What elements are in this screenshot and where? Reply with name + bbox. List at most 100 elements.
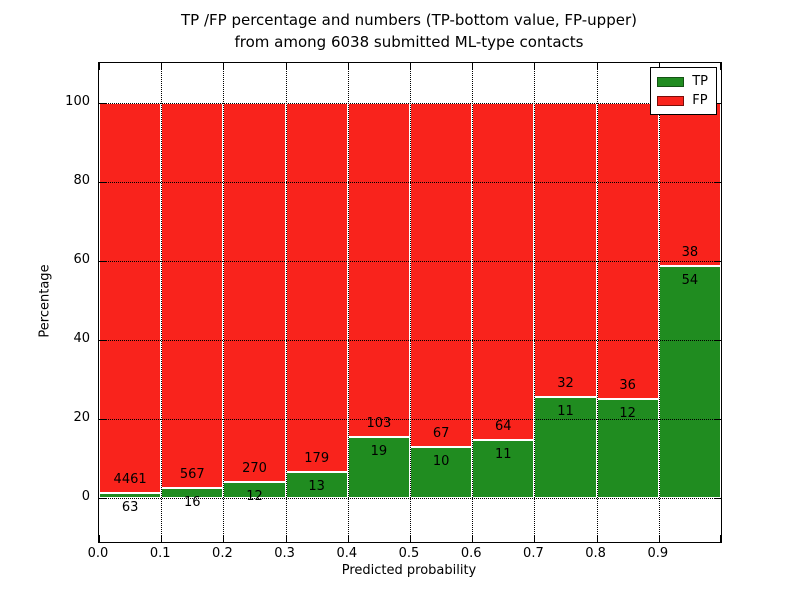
bar-segment-tp	[472, 440, 535, 499]
fp-count-label: 270	[242, 460, 267, 476]
fp-count-label: 179	[304, 450, 330, 466]
x-tick-mark	[472, 535, 474, 542]
bar-labels-layer: 4461 63 567 16 270 12 179 13 103 19 67 10 64 11 32 11 36…	[99, 63, 721, 542]
y-tick-mark	[99, 419, 106, 421]
y-tick-label: 0	[81, 489, 90, 505]
x-tick-mark	[658, 535, 660, 542]
bar-segment-fp	[534, 102, 597, 398]
legend-label-tp: TP	[692, 74, 708, 89]
v-gridline	[223, 63, 225, 542]
tp-count-label: 11	[557, 404, 574, 420]
v-gridline	[596, 63, 598, 542]
x-tick-mark	[534, 63, 536, 70]
tp-count-label: 54	[681, 273, 699, 289]
bar-segment-tp	[285, 471, 348, 499]
tp-count-label: 11	[495, 447, 512, 463]
x-tick-mark	[347, 535, 349, 542]
y-tick-mark	[714, 260, 721, 262]
y-tick-mark	[99, 102, 106, 104]
v-gridline	[534, 63, 536, 542]
x-tick-mark	[472, 63, 474, 70]
bar-segment-fp	[99, 102, 162, 493]
fp-count-label: 36	[619, 378, 636, 394]
bar-segment-tp	[658, 266, 721, 499]
tp-count-label: 12	[619, 406, 636, 422]
y-tick-label: 60	[73, 251, 90, 267]
bar-segment-tp	[347, 436, 410, 499]
fp-count-label: 567	[179, 466, 205, 482]
v-gridline	[410, 63, 411, 542]
bar-segment-tp	[99, 492, 162, 499]
ticks-layer	[99, 63, 721, 542]
x-tick-mark	[161, 63, 163, 70]
bar-segment-tp	[596, 399, 659, 499]
y-axis-label: Percentage	[37, 264, 53, 338]
x-tick-label: 0.6	[460, 546, 482, 561]
v-gridline	[161, 63, 163, 542]
legend-entry-tp: TP	[657, 72, 708, 91]
bar-segment-tp	[534, 397, 597, 499]
x-tick-mark	[99, 535, 100, 542]
fp-count-label: 64	[495, 419, 512, 435]
x-tick-label: 0.1	[149, 546, 171, 561]
v-gridline	[472, 63, 474, 542]
x-tick-mark	[347, 63, 349, 70]
bar-segment-fp	[285, 102, 348, 472]
y-tick-mark	[99, 181, 106, 183]
tp-count-label: 19	[370, 443, 388, 459]
legend-entry-fp: FP	[657, 91, 708, 110]
tp-count-label: 13	[308, 478, 325, 494]
tp-count-label: 10	[432, 454, 450, 470]
x-tick-mark	[285, 63, 287, 70]
v-gridline	[285, 63, 287, 542]
fp-count-label: 67	[432, 426, 450, 442]
y-tick-mark	[99, 260, 106, 262]
plot-area: 4461 63 567 16 270 12 179 13 103 19 67 10 64 11 32 11 36…	[98, 62, 722, 543]
y-tick-mark	[99, 340, 106, 342]
x-tick-label: 0.0	[87, 546, 109, 561]
fp-count-label: 103	[366, 415, 392, 431]
legend-swatch-tp-icon	[657, 76, 685, 87]
x-tick-mark	[223, 63, 225, 70]
x-tick-mark	[161, 535, 163, 542]
chart-title-line2: from among 6038 submitted ML-type contac…	[234, 33, 584, 51]
tp-count-label: 12	[246, 488, 263, 504]
y-tick-mark	[714, 419, 721, 421]
x-tick-mark	[720, 63, 721, 70]
x-tick-label: 0.3	[274, 546, 295, 561]
chart-title-line1: TP /FP percentage and numbers (TP-bottom…	[181, 11, 637, 29]
fp-count-label: 32	[557, 376, 574, 392]
x-tick-label: 0.2	[212, 546, 233, 561]
y-tick-label: 20	[73, 410, 90, 426]
y-tick-mark	[714, 498, 721, 500]
y-tick-label: 100	[65, 93, 90, 109]
bar-segment-fp	[161, 102, 224, 488]
y-tick-mark	[714, 340, 721, 342]
bar-segment-fp	[223, 102, 286, 482]
x-tick-label: 0.8	[585, 546, 606, 561]
x-tick-mark	[99, 63, 100, 70]
tp-count-label: 63	[121, 499, 139, 515]
x-tick-mark	[534, 535, 536, 542]
y-tick-mark	[714, 181, 721, 183]
y-tick-label: 40	[73, 331, 90, 347]
x-tick-mark	[658, 63, 660, 70]
x-tick-mark	[223, 535, 225, 542]
x-tick-label: 0.4	[336, 546, 358, 561]
x-tick-mark	[410, 63, 411, 70]
x-tick-label: 0.9	[647, 546, 669, 561]
y-tick-label: 80	[73, 172, 90, 188]
legend: TP FP	[650, 67, 717, 115]
tp-count-label: 16	[184, 494, 201, 510]
x-axis-label: Predicted probability	[341, 563, 477, 578]
x-tick-mark	[410, 535, 411, 542]
fp-count-label: 38	[681, 245, 699, 261]
x-tick-mark	[596, 63, 598, 70]
chart-title: TP /FP percentage and numbers (TP-bottom…	[98, 9, 720, 53]
bars-layer	[99, 63, 721, 542]
y-tick-mark	[99, 498, 106, 500]
legend-swatch-fp-icon	[657, 95, 685, 106]
v-gridline	[347, 63, 349, 542]
grid-layer	[99, 63, 721, 542]
